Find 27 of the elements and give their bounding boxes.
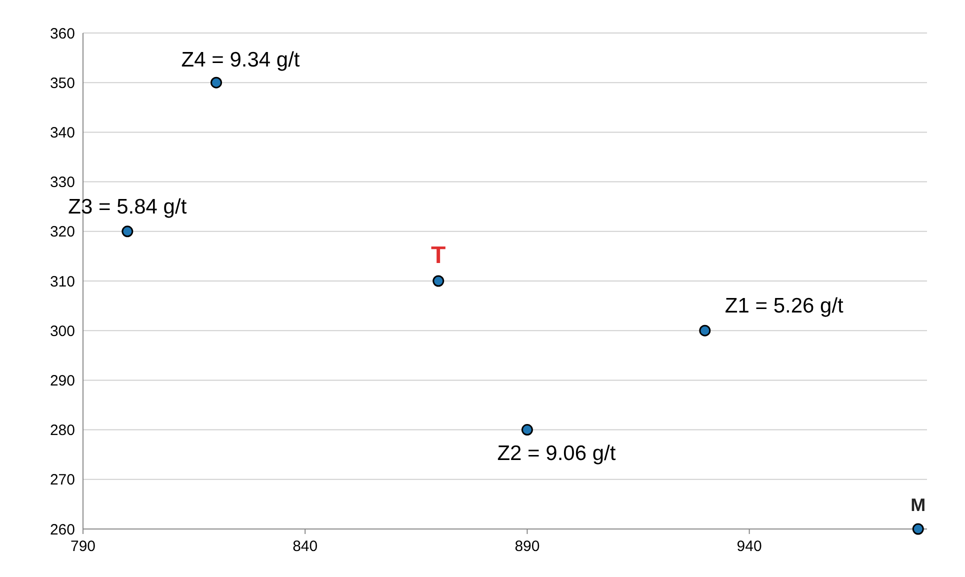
y-tick-label: 310: [50, 273, 75, 290]
y-tick-label: 330: [50, 174, 75, 192]
x-tick-label: 940: [736, 538, 762, 555]
annotation: Z1 = 5.26 g/t: [724, 294, 844, 318]
y-tick-label: 320: [50, 224, 75, 241]
y-tick-label: 280: [50, 422, 75, 440]
point: [122, 226, 134, 238]
x-tick-label: 790: [70, 538, 96, 555]
y-tick-label: 270: [50, 472, 75, 489]
point: [521, 424, 533, 436]
annotation: Z4 = 9.34 g/t: [181, 48, 300, 72]
point: [210, 76, 222, 88]
x-tick-label: 840: [292, 538, 318, 555]
y-tick-label: 360: [50, 25, 75, 42]
y-tick-label: 300: [50, 322, 75, 340]
annotation: M: [910, 495, 926, 515]
annotation: Z3 = 5.84 g/t: [68, 195, 187, 218]
point: [912, 523, 924, 535]
x-tick-label: 890: [514, 538, 540, 555]
annotation: T: [431, 242, 446, 269]
point: [432, 275, 444, 287]
annotation: Z2 = 9.06 g/t: [497, 442, 616, 465]
point: [699, 324, 711, 336]
y-tick-label: 260: [50, 521, 75, 538]
y-tick-label: 290: [50, 372, 75, 390]
y-tick-label: 340: [50, 124, 75, 142]
y-tick-label: 350: [50, 74, 75, 92]
